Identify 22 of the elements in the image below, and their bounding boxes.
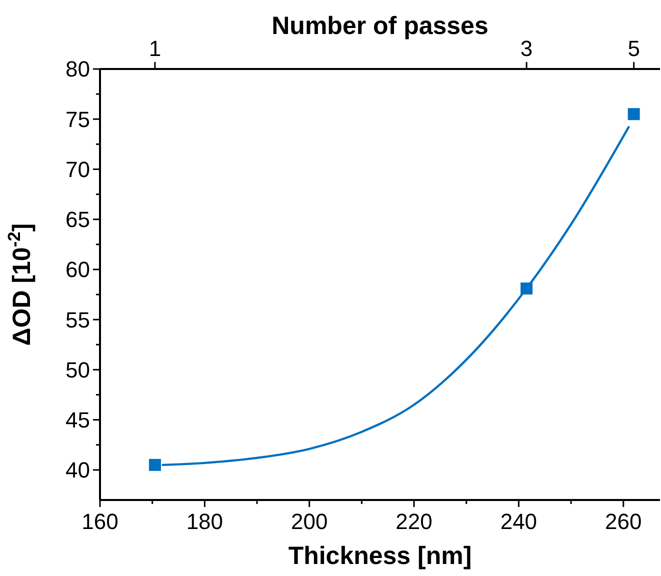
x-tick-label: 160 [82, 509, 118, 534]
point [628, 108, 640, 120]
x2-axis-title: Number of passes [272, 12, 488, 40]
annotation: 5 [628, 36, 640, 61]
y-tick-label: 40 [66, 458, 90, 483]
x-tick-label: 220 [396, 509, 432, 534]
y-tick-label: 60 [66, 257, 90, 282]
point [148, 458, 161, 471]
y-tick-label: 50 [66, 357, 90, 382]
annotation: 1 [148, 36, 162, 61]
x-tick-label: 240 [500, 509, 538, 534]
y-tick-label: 55 [66, 307, 90, 332]
x-tick-label: 180 [186, 509, 224, 534]
x-tick-label: 200 [290, 509, 328, 534]
x-tick-label: 260 [605, 509, 642, 534]
y-tick-label: 65 [66, 207, 90, 232]
annotation: 3 [520, 36, 533, 61]
y-tick-label: 80 [66, 56, 90, 82]
y-tick-label: 70 [66, 156, 90, 182]
x-axis-title: Thickness [nm] [288, 542, 472, 570]
y-tick-label: 45 [66, 408, 90, 433]
y-tick-label: 75 [66, 106, 90, 132]
